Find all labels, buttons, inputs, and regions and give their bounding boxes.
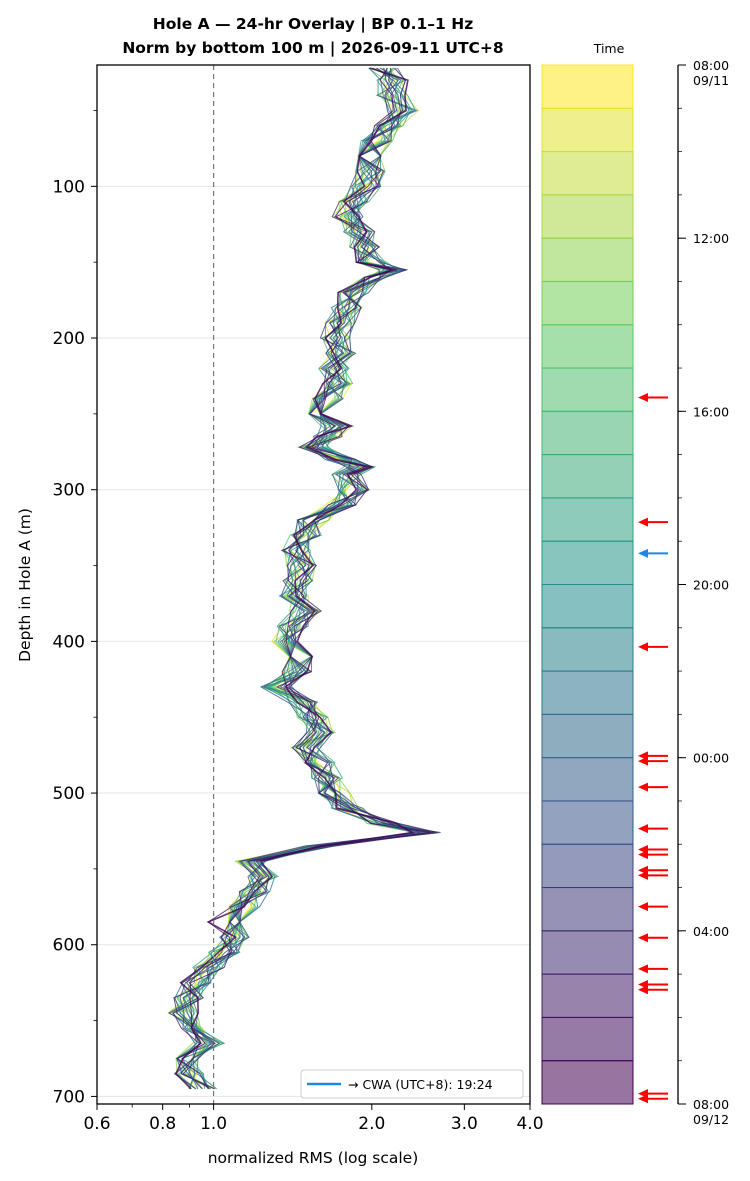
event-arrow — [638, 964, 668, 974]
series-line — [175, 67, 416, 1090]
time-tick-label: 08:00 — [693, 58, 729, 73]
x-axis-ticks: 0.6 0.8 1.0 2.0 3.0 4.0 — [83, 1104, 544, 1134]
event-arrow — [638, 933, 668, 943]
x-tick-label: 1.0 — [200, 1114, 227, 1134]
y-axis-label: Depth in Hole A (m) — [16, 508, 34, 662]
x-tick-label: 2.0 — [358, 1114, 385, 1134]
series-line — [171, 67, 437, 1090]
y-tick-label: 200 — [53, 329, 85, 349]
colorbar-band — [541, 930, 634, 975]
series-line — [171, 67, 438, 1090]
event-arrow — [638, 824, 668, 834]
event-arrow — [638, 392, 668, 402]
event-arrow — [638, 751, 668, 761]
time-tick-label: 20:00 — [693, 578, 729, 593]
event-arrow — [638, 980, 668, 990]
series-line — [183, 67, 431, 1090]
series-line — [181, 67, 424, 1090]
colorbar-band — [541, 670, 634, 715]
time-axis: 08:0009/1112:0016:0020:0000:0004:0008:00… — [638, 58, 729, 1127]
colorbar-band — [541, 280, 634, 326]
series-line — [175, 67, 416, 1090]
time-tick-label: 04:00 — [693, 924, 729, 939]
colorbar-band — [541, 800, 634, 845]
colorbar-band — [541, 324, 634, 369]
x-tick-label: 0.8 — [149, 1114, 176, 1134]
event-arrow — [638, 517, 668, 527]
y-tick-label: 300 — [53, 481, 85, 501]
x-axis-label: normalized RMS (log scale) — [208, 1149, 419, 1167]
x-tick-label: 3.0 — [451, 1114, 478, 1134]
colorbar-band — [541, 627, 634, 672]
time-tick-label: 00:00 — [693, 751, 729, 766]
colorbar-band — [541, 540, 634, 585]
event-arrow — [638, 902, 668, 912]
colorbar-band — [541, 1016, 634, 1062]
series-line — [172, 67, 438, 1090]
colorbar-time-label: Time — [593, 41, 625, 56]
colorbar-band — [541, 843, 634, 889]
chart-subtitle: Norm by bottom 100 m | 2026-09-11 UTC+8 — [122, 39, 503, 58]
grid-lines — [97, 185, 530, 1097]
time-tick-label: 12:00 — [693, 231, 729, 246]
colorbar-band — [541, 713, 634, 759]
y-tick-label: 700 — [53, 1087, 85, 1107]
time-tick-label: 08:00 — [693, 1097, 729, 1112]
chart-title: Hole A — 24-hr Overlay | BP 0.1–1 Hz — [153, 15, 473, 34]
time-tick-label: 09/12 — [693, 1112, 729, 1127]
colorbar-band — [541, 367, 634, 412]
series-line — [174, 67, 433, 1089]
series-line — [180, 67, 416, 1089]
colorbar-band — [541, 973, 634, 1018]
event-arrow — [638, 1094, 668, 1104]
colorbar-band — [541, 410, 634, 456]
colorbar-band — [541, 194, 634, 239]
y-axis-ticks: 100 200 300 400 500 600 700 — [53, 110, 97, 1107]
x-tick-label: 4.0 — [516, 1114, 543, 1134]
time-tick-label: 16:00 — [693, 404, 729, 419]
event-arrow — [638, 985, 668, 995]
colorbar-band — [541, 64, 634, 109]
event-arrow — [638, 850, 668, 860]
time-colorbar — [541, 64, 634, 1105]
series-lines — [167, 67, 441, 1090]
series-line — [174, 67, 441, 1090]
cwa-event-arrow — [638, 548, 668, 558]
y-tick-label: 600 — [53, 936, 85, 956]
colorbar-band — [541, 1060, 634, 1105]
colorbar-band — [541, 454, 634, 499]
series-line — [167, 67, 419, 1090]
event-arrow — [638, 844, 668, 854]
legend-box: → CWA (UTC+8): 19:24 — [300, 1069, 524, 1099]
event-arrow — [638, 642, 668, 652]
colorbar-band — [541, 584, 634, 629]
y-tick-label: 100 — [53, 177, 85, 197]
y-tick-label: 500 — [53, 784, 85, 804]
colorbar-band — [541, 497, 634, 542]
legend-label: → CWA (UTC+8): 19:24 — [348, 1077, 493, 1092]
x-tick-label: 0.6 — [83, 1114, 110, 1134]
colorbar-band — [541, 887, 634, 932]
time-tick-label: 09/11 — [693, 73, 729, 88]
event-arrow — [638, 756, 668, 766]
y-tick-label: 400 — [53, 632, 85, 652]
colorbar-band — [541, 757, 634, 802]
series-line — [176, 67, 428, 1090]
series-line — [176, 67, 431, 1090]
event-arrow — [638, 782, 668, 792]
series-line — [167, 67, 420, 1089]
colorbar-band — [541, 151, 634, 196]
colorbar-band — [541, 107, 634, 153]
colorbar-band — [541, 237, 634, 282]
event-arrow — [638, 870, 668, 880]
plot-frame — [96, 64, 531, 1105]
event-arrow — [638, 865, 668, 875]
event-arrow — [638, 1089, 668, 1099]
